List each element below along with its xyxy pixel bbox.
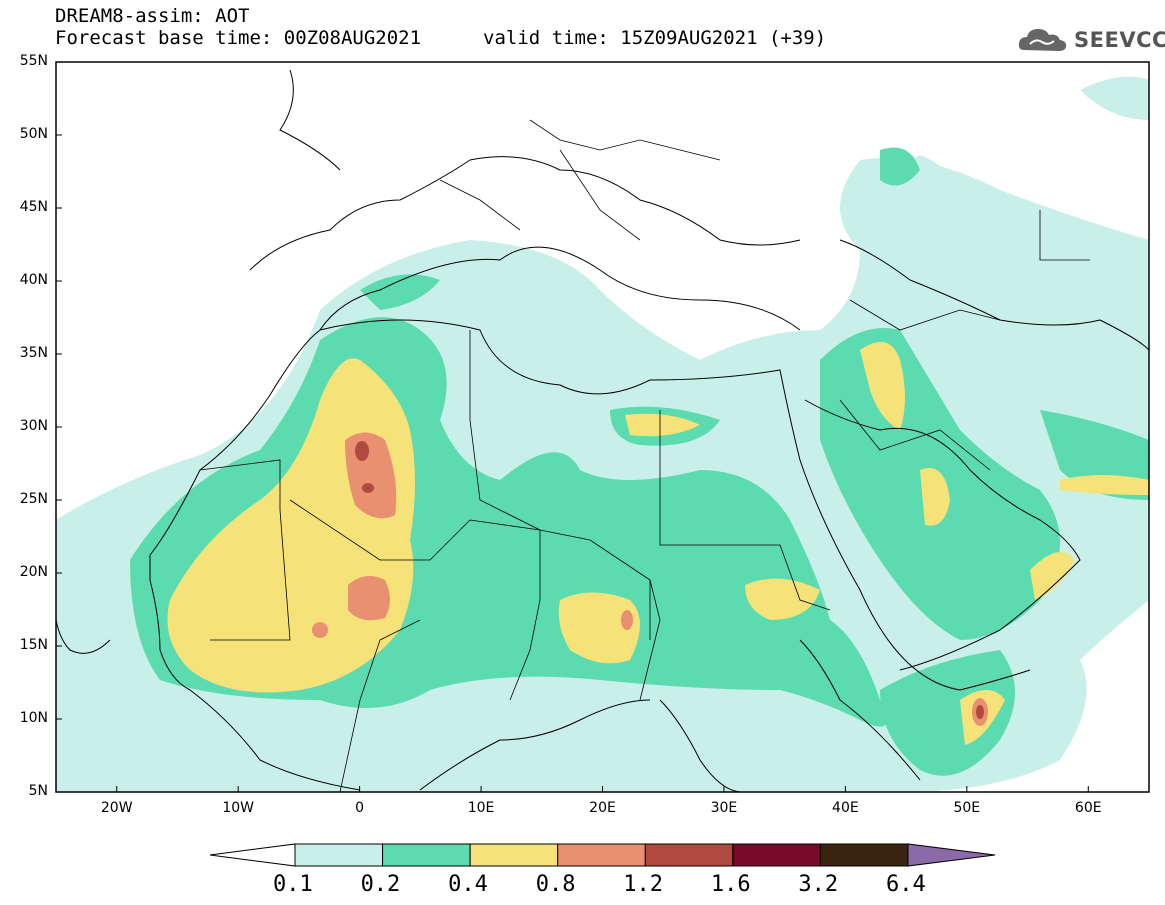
colorbar-segment [382,843,471,867]
lon-label: 60E [1074,800,1102,816]
lon-label: 40E [832,800,859,816]
model-title: DREAM8-assim: AOT [55,5,250,27]
colorbar-label: 1.2 [623,872,664,897]
aot-contours [56,76,1149,792]
valid-time: valid time: 15Z09AUG2021 (+39) [483,27,827,49]
borders [199,119,1090,792]
colorbar-segment [819,843,909,867]
lat-label: 30N [19,418,48,434]
lat-label: 45N [19,199,48,215]
logo-text: SEEVCCC [1074,28,1165,52]
colorbar-label: 0.1 [273,872,313,897]
colorbar-segment [294,843,384,867]
lon-label: 10E [467,800,495,816]
colorbar-label: 0.4 [448,872,488,897]
colorbar-over-arrow [907,843,996,867]
colorbar-segment [469,843,559,867]
colorbar-label: 1.6 [710,872,751,897]
lat-label: 15N [19,637,48,653]
lat-label: 5N [28,783,48,799]
lat-label: 50N [19,126,48,142]
lat-label: 55N [19,53,48,69]
colorbar-label: 6.4 [886,872,926,897]
base-time: Forecast base time: 00Z08AUG2021 [55,27,422,49]
colorbar-label: 3.2 [798,872,839,897]
lon-label: 20W [100,800,133,816]
cloud-icon [1018,29,1067,51]
colorbar-label: 0.2 [360,872,401,897]
lat-label: 10N [19,710,48,726]
lon-label: 0 [355,800,365,816]
lon-label: 30E [710,800,738,816]
colorbar-segment [557,843,646,867]
lat-label: 40N [19,272,48,288]
colorbar-segment [644,843,734,867]
colorbar-label: 0.8 [535,872,576,897]
lon-label: 20E [589,800,616,816]
lat-label: 25N [19,491,48,507]
lon-label: 10W [222,800,254,816]
aot-level-1.2 [355,441,984,719]
colorbar-segment [732,843,821,867]
colorbar-under-arrow [209,843,296,867]
colorbar [209,843,996,867]
lat-label: 20N [19,564,48,580]
axis-ticks [56,61,1089,793]
lat-label: 35N [19,345,48,361]
lon-label: 50E [953,800,981,816]
seevccc-logo: SEEVCCC [1016,22,1165,58]
